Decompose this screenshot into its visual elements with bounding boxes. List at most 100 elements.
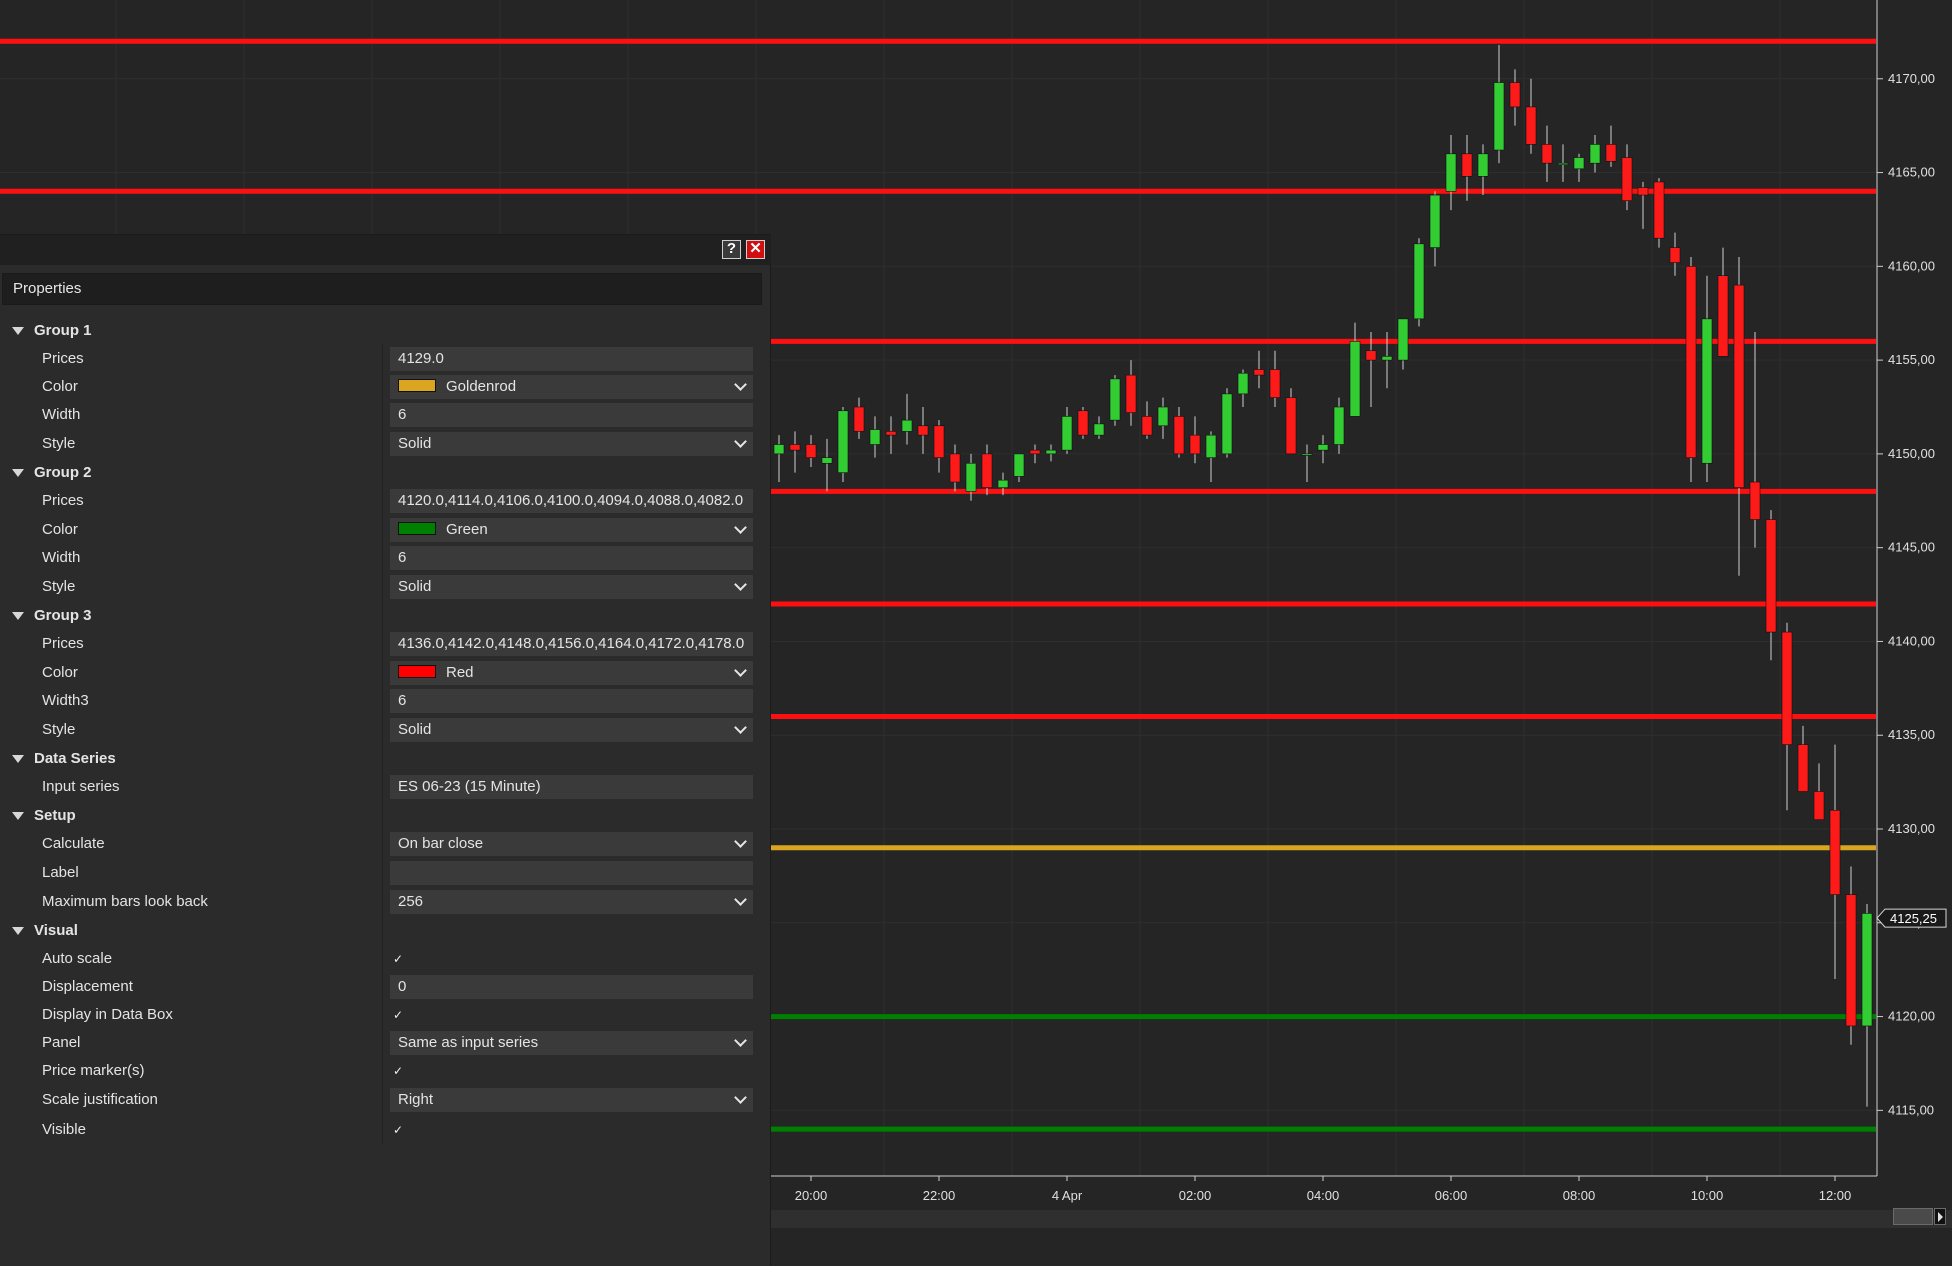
group-2-color-select[interactable]: Green	[390, 518, 753, 542]
candle-body	[949, 453, 961, 483]
help-button[interactable]: ?	[722, 240, 741, 259]
y-tick-label: 4120,00	[1888, 1009, 1935, 1024]
group-3-header[interactable]: Group 3	[0, 602, 771, 630]
max-bars-label: Maximum bars look back	[42, 893, 208, 910]
visible-checkbox[interactable]: ✓	[392, 1123, 404, 1137]
column-divider[interactable]	[382, 343, 383, 1145]
style-label: Style	[42, 578, 76, 595]
data-box-row: Display in Data Box ✓	[0, 1001, 771, 1029]
candle-body	[1125, 374, 1137, 413]
group-2-style-select[interactable]: Solid	[390, 575, 753, 599]
candle-body	[1269, 369, 1281, 398]
panel-select[interactable]: Same as input series	[390, 1031, 753, 1055]
candle-body	[805, 444, 817, 458]
group-2-width-input[interactable]: 6	[390, 546, 753, 570]
visual-header[interactable]: Visual	[0, 917, 771, 945]
candle-body	[1797, 744, 1809, 792]
group-3-width-row: Width3 6	[0, 687, 771, 715]
candle-body	[965, 462, 977, 492]
input-series-row: Input series ES 06-23 (15 Minute)	[0, 773, 771, 801]
width-label: Width	[42, 406, 81, 423]
displacement-label: Displacement	[42, 978, 133, 995]
chart-scrollbar-thumb[interactable]	[1893, 1208, 1933, 1225]
color-swatch	[398, 522, 436, 536]
collapse-triangle-icon[interactable]	[12, 612, 24, 620]
input-series-field[interactable]: ES 06-23 (15 Minute)	[390, 775, 753, 799]
collapse-triangle-icon[interactable]	[12, 327, 24, 335]
y-tick-label: 4135,00	[1888, 727, 1935, 742]
group-1-prices-input[interactable]: 4129.0	[390, 347, 753, 371]
group-2-prices-row: Prices 4120.0,4114.0,4106.0,4100.0,4094.…	[0, 487, 771, 515]
color-label: Color	[42, 521, 78, 538]
candle-body	[1637, 187, 1649, 196]
max-bars-select[interactable]: 256	[390, 890, 753, 914]
candle-body	[1397, 318, 1409, 361]
candle-body	[1077, 410, 1089, 436]
candle-body	[1301, 453, 1313, 456]
properties-header: Properties	[2, 273, 762, 305]
group-3-style-select[interactable]: Solid	[390, 718, 753, 742]
scroll-right-arrow-icon[interactable]	[1934, 1208, 1946, 1225]
group-2-header[interactable]: Group 2	[0, 459, 771, 487]
x-tick-label: 20:00	[795, 1188, 828, 1203]
candle-body	[853, 406, 865, 432]
panel-label: Panel	[42, 1034, 81, 1051]
group-2-prices-input[interactable]: 4120.0,4114.0,4106.0,4100.0,4094.0,4088.…	[390, 489, 753, 513]
color-swatch	[398, 379, 436, 393]
group-2-color-row: Color Green	[0, 516, 771, 544]
setup-header[interactable]: Setup	[0, 802, 771, 830]
calculate-select[interactable]: On bar close	[390, 832, 753, 856]
collapse-triangle-icon[interactable]	[12, 812, 24, 820]
collapse-triangle-icon[interactable]	[12, 469, 24, 477]
displacement-input[interactable]: 0	[390, 975, 753, 999]
auto-scale-checkbox[interactable]: ✓	[392, 952, 404, 966]
x-tick-label: 10:00	[1691, 1188, 1724, 1203]
candle-body	[1589, 144, 1601, 164]
candle-body	[1781, 631, 1793, 745]
label-row: Label	[0, 859, 771, 887]
y-tick-label: 4165,00	[1888, 165, 1935, 180]
width3-label: Width3	[42, 692, 89, 709]
group-3-style-row: Style Solid	[0, 716, 771, 744]
candle-body	[1557, 162, 1569, 165]
group-1-color-select[interactable]: Goldenrod	[390, 375, 753, 399]
candle-body	[1029, 449, 1041, 455]
group-3-width-input[interactable]: 6	[390, 689, 753, 713]
x-tick-label: 08:00	[1563, 1188, 1596, 1203]
visible-label: Visible	[42, 1121, 86, 1138]
color-swatch	[398, 665, 436, 679]
scale-justification-select[interactable]: Right	[390, 1088, 753, 1112]
label-input[interactable]	[390, 861, 753, 885]
candle-body	[1653, 181, 1665, 239]
candle-body	[869, 429, 881, 445]
price-marker-row: Price marker(s) ✓	[0, 1057, 771, 1085]
auto-scale-row: Auto scale ✓	[0, 945, 771, 973]
x-tick-label: 22:00	[923, 1188, 956, 1203]
candle-body	[1621, 157, 1633, 201]
candle-body	[1237, 372, 1249, 395]
data-box-checkbox[interactable]: ✓	[392, 1008, 404, 1022]
price-marker-checkbox[interactable]: ✓	[392, 1064, 404, 1078]
collapse-triangle-icon[interactable]	[12, 755, 24, 763]
close-button[interactable]: ✕	[746, 240, 765, 259]
group-1-style-select[interactable]: Solid	[390, 432, 753, 456]
group-1-header[interactable]: Group 1	[0, 317, 771, 345]
group-2-width-row: Width 6	[0, 544, 771, 572]
data-series-header[interactable]: Data Series	[0, 745, 771, 773]
candle-body	[1093, 423, 1105, 436]
group-1-width-input[interactable]: 6	[390, 403, 753, 427]
y-tick-label: 4140,00	[1888, 633, 1935, 648]
group-3-prices-input[interactable]: 4136.0,4142.0,4148.0,4156.0,4164.0,4172.…	[390, 632, 753, 656]
candle-body	[1493, 82, 1505, 151]
candle-body	[1829, 809, 1841, 895]
group-3-color-row: Color Red	[0, 659, 771, 687]
collapse-triangle-icon[interactable]	[12, 927, 24, 935]
dialog-titlebar[interactable]: ? ✕	[0, 235, 771, 265]
style-label: Style	[42, 721, 76, 738]
group-3-prices-row: Prices 4136.0,4142.0,4148.0,4156.0,4164.…	[0, 630, 771, 658]
candle-body	[917, 425, 929, 436]
group-3-color-select[interactable]: Red	[390, 661, 753, 685]
candle-body	[933, 425, 945, 458]
label-label: Label	[42, 864, 79, 881]
last-price-label: 4125,25	[1890, 911, 1937, 926]
